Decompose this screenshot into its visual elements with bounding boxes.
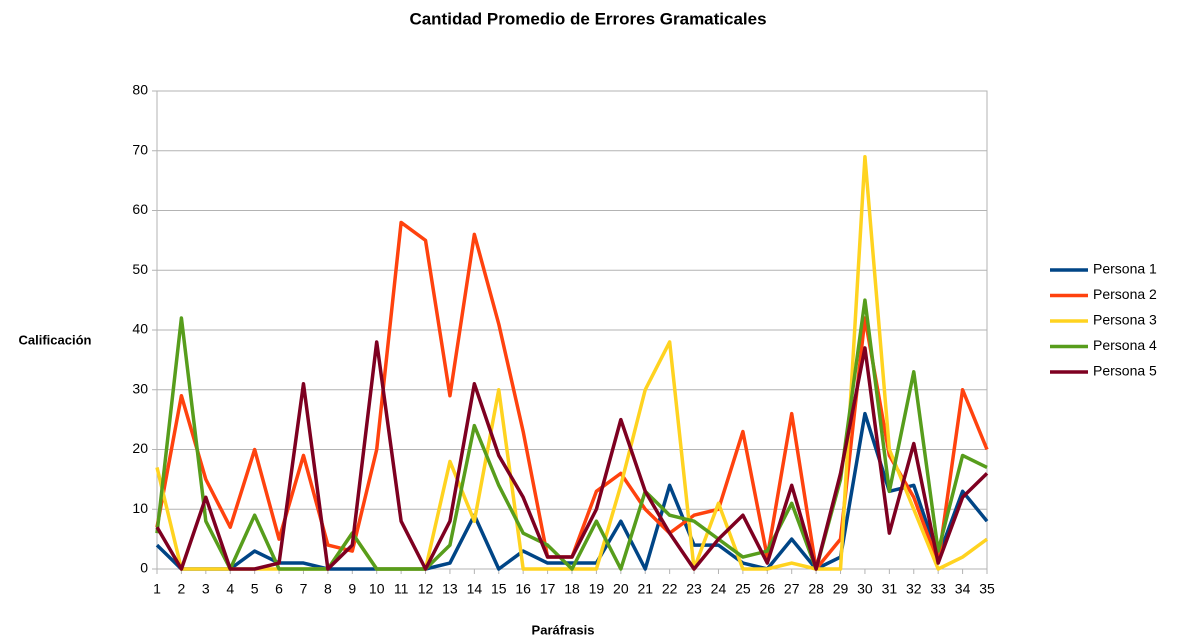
x-tick-label: 12 — [418, 581, 434, 597]
chart-title: Cantidad Promedio de Errores Gramaticale… — [409, 9, 766, 28]
x-tick-label: 33 — [930, 581, 946, 597]
data-line — [155, 220, 989, 571]
x-tick-label: 17 — [540, 581, 556, 597]
y-tick-label: 70 — [132, 141, 148, 157]
x-tick-label: 13 — [442, 581, 458, 597]
legend-label: Persona 4 — [1093, 337, 1157, 353]
x-tick-label: 20 — [613, 581, 629, 597]
x-tick-label: 34 — [955, 581, 971, 597]
x-axis-label: Paráfrasis — [532, 622, 595, 637]
x-tick-label: 22 — [662, 581, 678, 597]
y-tick-label: 30 — [132, 380, 148, 396]
x-tick-label: 3 — [202, 581, 210, 597]
x-tick-label: 11 — [394, 581, 409, 597]
y-axis-label: Calificación — [19, 332, 92, 347]
x-tick-label: 18 — [564, 581, 580, 597]
legend-label: Persona 5 — [1093, 363, 1157, 379]
x-tick-label: 27 — [784, 581, 800, 597]
y-tick-label: 20 — [132, 440, 148, 456]
x-tick-label: 15 — [491, 581, 507, 597]
y-tick-label: 60 — [132, 201, 148, 217]
x-tick-label: 7 — [300, 581, 308, 597]
x-tick-label: 35 — [979, 581, 995, 597]
x-tick-label: 25 — [735, 581, 751, 597]
x-tick-label: 21 — [637, 581, 653, 597]
x-tick-label: 23 — [686, 581, 702, 597]
y-tick-label: 40 — [132, 321, 148, 337]
y-tick-label: 0 — [140, 560, 148, 576]
x-tick-label: 29 — [833, 581, 849, 597]
x-tick-label: 5 — [251, 581, 259, 597]
data-line — [155, 411, 989, 571]
x-tick-label: 26 — [760, 581, 776, 597]
x-tick-label: 6 — [275, 581, 283, 597]
x-tick-label: 10 — [369, 581, 385, 597]
y-tick-label: 50 — [132, 261, 148, 277]
x-tick-label: 16 — [515, 581, 531, 597]
x-tick-label: 32 — [906, 581, 922, 597]
x-tick-label: 31 — [882, 581, 898, 597]
y-tick-label: 80 — [132, 82, 148, 98]
data-line — [155, 298, 988, 571]
legend-label: Persona 2 — [1093, 286, 1157, 302]
y-tick-label: 10 — [132, 500, 148, 516]
data-line — [155, 340, 989, 571]
x-tick-label: 14 — [467, 581, 483, 597]
x-tick-label: 9 — [348, 581, 356, 597]
x-tick-label: 4 — [226, 581, 234, 597]
x-tick-label: 1 — [153, 581, 161, 597]
x-tick-label: 28 — [808, 581, 824, 597]
x-tick-label: 2 — [178, 581, 186, 597]
legend-label: Persona 3 — [1093, 312, 1157, 328]
legend-label: Persona 1 — [1093, 261, 1157, 277]
x-tick-label: 24 — [711, 581, 727, 597]
x-tick-label: 8 — [324, 581, 332, 597]
x-tick-label: 30 — [857, 581, 873, 597]
x-tick-label: 19 — [589, 581, 605, 597]
